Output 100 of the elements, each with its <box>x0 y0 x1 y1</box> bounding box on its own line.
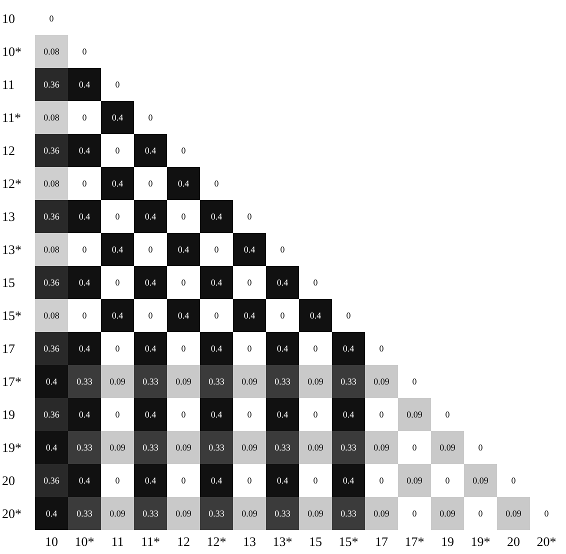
data-label: 0.33 <box>208 442 225 453</box>
data-label: 0 <box>82 112 88 123</box>
data-label: 0.4 <box>178 244 190 255</box>
x-tick-label: 17 <box>375 534 388 549</box>
data-label: 0 <box>82 310 88 321</box>
data-label: 0.4 <box>78 212 91 222</box>
data-label: 0 <box>313 410 318 420</box>
data-label: 0.4 <box>112 310 124 321</box>
y-tick-label: 13* <box>2 242 22 258</box>
data-label: 0.08 <box>44 310 60 321</box>
data-label: 0.4 <box>78 476 91 486</box>
data-label: 0 <box>478 442 484 453</box>
y-tick-label: 10* <box>2 44 22 60</box>
x-tick-label: 10* <box>74 534 94 549</box>
data-label: 0.4 <box>46 508 58 519</box>
data-label: 0.4 <box>112 244 124 255</box>
data-label: 0 <box>115 476 120 486</box>
data-label: 0.4 <box>276 344 289 354</box>
data-label: 0.4 <box>210 212 223 222</box>
data-label: 0.33 <box>208 508 225 519</box>
y-tick-label: 15 <box>2 275 15 290</box>
data-label: 0.4 <box>144 278 157 288</box>
data-label: 0 <box>247 476 252 486</box>
x-tick-label: 20 <box>507 534 520 549</box>
data-label: 0.09 <box>440 508 456 519</box>
x-tick-label: 19* <box>470 534 490 549</box>
data-label: 0.4 <box>78 80 91 90</box>
data-label: 0.4 <box>112 112 124 123</box>
x-tick-label: 15 <box>309 534 322 549</box>
data-label: 0.09 <box>406 476 423 486</box>
data-label: 0.08 <box>44 178 60 189</box>
data-label: 0 <box>181 146 186 156</box>
data-label: 0 <box>115 212 120 222</box>
data-label: 0 <box>313 344 318 354</box>
data-label: 0.36 <box>44 278 60 288</box>
data-label: 0 <box>148 310 154 321</box>
data-label: 0 <box>82 46 88 57</box>
data-label: 0.4 <box>244 244 256 255</box>
y-tick-label: 11 <box>2 77 15 92</box>
data-label: 0 <box>214 244 220 255</box>
data-label: 0.33 <box>274 376 291 387</box>
data-label: 0.4 <box>276 410 289 420</box>
data-label: 0.08 <box>44 46 60 57</box>
data-label: 0 <box>181 344 186 354</box>
data-label: 0.09 <box>308 442 324 453</box>
data-label: 0 <box>214 310 220 321</box>
data-label: 0.4 <box>78 146 91 156</box>
x-tick-label: 20* <box>536 534 556 549</box>
data-label: 0 <box>280 244 286 255</box>
data-label: 0.33 <box>76 508 93 519</box>
data-label: 0 <box>313 476 318 486</box>
x-tick-label: 15* <box>338 534 358 549</box>
data-label: 0 <box>247 410 252 420</box>
data-label: 0.09 <box>374 508 390 519</box>
data-label: 0.09 <box>406 410 423 420</box>
data-label: 0.36 <box>44 146 60 156</box>
data-label: 0 <box>181 476 186 486</box>
data-label: 0.08 <box>44 244 60 255</box>
data-label: 0 <box>49 14 54 24</box>
data-label: 0 <box>148 112 154 123</box>
data-label: 0.09 <box>176 442 192 453</box>
data-label: 0.33 <box>142 508 159 519</box>
data-label: 0.09 <box>374 376 390 387</box>
data-label: 0.4 <box>144 344 157 354</box>
data-label: 0.09 <box>242 442 258 453</box>
data-label: 0 <box>115 80 120 90</box>
data-label: 0 <box>181 278 186 288</box>
y-tick-label: 11* <box>2 110 22 126</box>
x-tick-label: 10 <box>45 534 58 549</box>
data-label: 0.4 <box>276 476 289 486</box>
data-label: 0 <box>148 178 154 189</box>
data-label: 0.09 <box>110 508 126 519</box>
data-label: 0 <box>82 244 88 255</box>
data-label: 0 <box>379 344 384 354</box>
data-label: 0 <box>115 410 120 420</box>
data-label: 0.4 <box>78 278 91 288</box>
data-label: 0 <box>148 244 154 255</box>
data-label: 0 <box>115 344 120 354</box>
data-label: 0.33 <box>208 376 225 387</box>
data-label: 0 <box>379 476 384 486</box>
data-label: 0.4 <box>276 278 289 288</box>
data-label: 0 <box>313 278 318 288</box>
data-label: 0.4 <box>342 344 355 354</box>
x-tick-label: 11* <box>140 534 160 549</box>
data-label: 0.09 <box>506 508 522 519</box>
data-label: 0 <box>247 344 252 354</box>
x-tick-label: 11 <box>111 534 124 549</box>
data-label: 0.09 <box>110 442 126 453</box>
x-tick-label: 13 <box>243 534 256 549</box>
data-label: 0.4 <box>46 376 58 387</box>
data-label: 0.4 <box>78 344 91 354</box>
data-label: 0.36 <box>44 212 60 222</box>
data-label: 0 <box>115 146 120 156</box>
x-tick-label: 17* <box>404 534 424 549</box>
x-tick-label: 12* <box>206 534 226 549</box>
y-tick-label: 20 <box>2 473 15 488</box>
data-label: 0.09 <box>308 508 324 519</box>
data-label: 0.36 <box>44 476 60 486</box>
data-label: 0.33 <box>340 376 357 387</box>
data-label: 0 <box>247 278 252 288</box>
